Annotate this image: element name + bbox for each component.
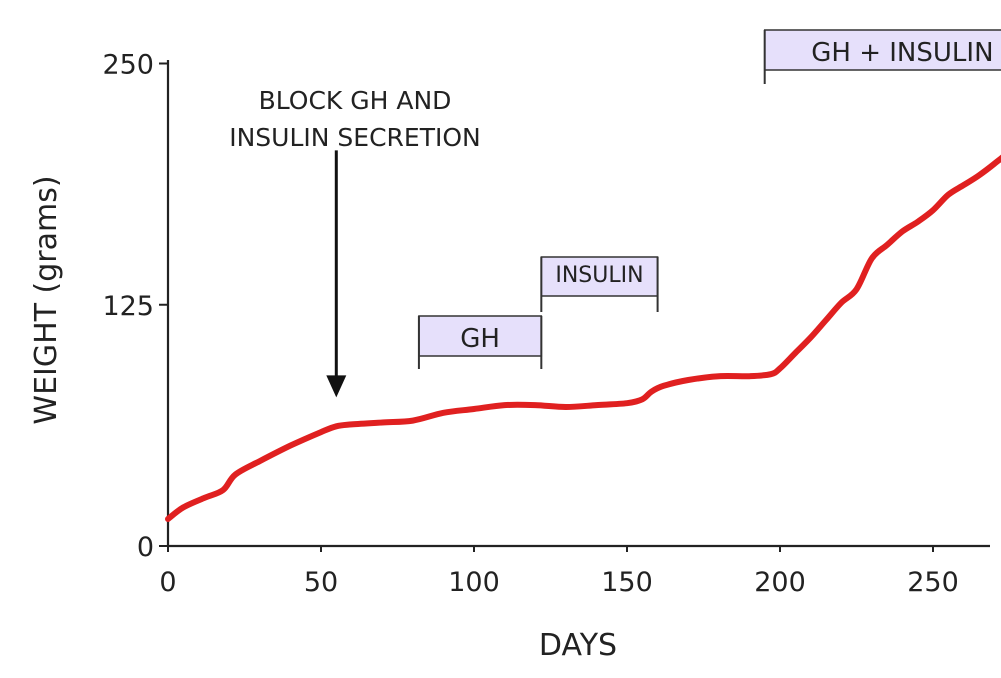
period-box-gh-insulin: GH + INSULIN — [763, 29, 1001, 84]
period-box-gh: GH — [417, 315, 543, 369]
period-label-gh-insulin: GH + INSULIN — [811, 38, 993, 68]
block-annotation-line-1: BLOCK GH AND — [259, 86, 452, 115]
block-arrow-head — [326, 375, 347, 398]
axes — [166, 60, 990, 548]
x-ticks: 0 50 100 150 200 250 — [159, 546, 959, 598]
weight-series-line — [165, 154, 1001, 522]
period-label-insulin: INSULIN — [555, 263, 643, 288]
period-box-insulin: INSULIN — [540, 256, 659, 312]
block-annotation: BLOCK GH AND INSULIN SECRETION — [229, 86, 481, 398]
x-axis-title: DAYS — [539, 628, 617, 663]
x-tick-label: 250 — [907, 567, 959, 598]
x-tick-label: 150 — [601, 567, 653, 598]
period-label-gh: GH — [460, 324, 500, 354]
period-box-gh-insulin-rect — [763, 29, 1001, 71]
period-box-insulin-bracket — [540, 257, 659, 312]
y-tick-label: 125 — [102, 291, 154, 322]
x-tick-label: 0 — [159, 567, 176, 598]
y-axis-title: WEIGHT (grams) — [29, 175, 64, 424]
period-box-gh-insulin-bracket — [763, 30, 766, 84]
y-tick-label: 250 — [102, 50, 154, 81]
period-box-gh-bracket — [417, 316, 543, 369]
series-layer — [165, 154, 1001, 522]
period-box-gh-rect — [418, 315, 543, 357]
x-tick-label: 50 — [304, 567, 338, 598]
y-ticks: 0 125 250 — [102, 50, 168, 563]
x-tick-label: 100 — [448, 567, 500, 598]
period-box-insulin-rect — [540, 256, 659, 297]
block-annotation-line-2: INSULIN SECRETION — [229, 123, 481, 152]
y-tick-label: 0 — [137, 532, 154, 563]
x-tick-label: 200 — [754, 567, 806, 598]
